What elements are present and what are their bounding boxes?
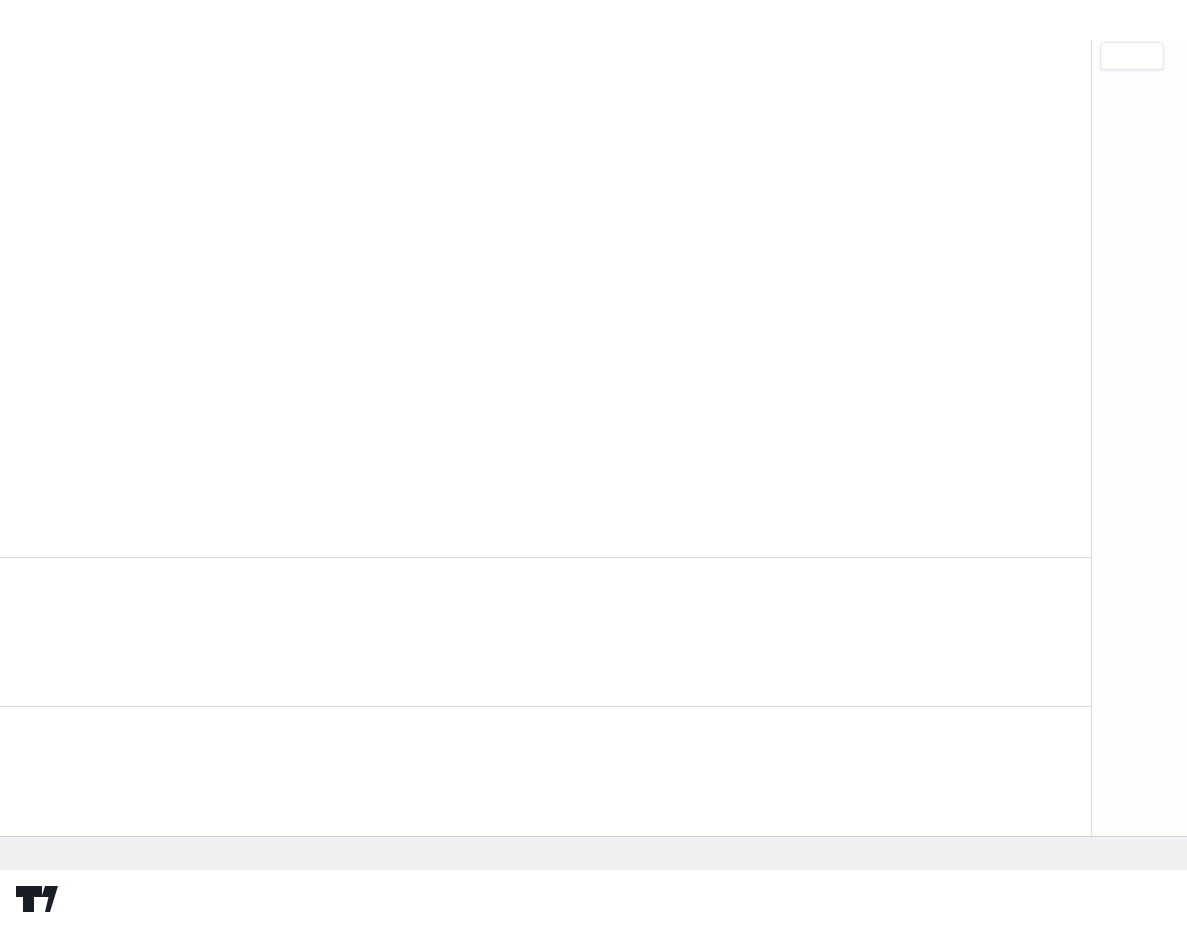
- tradingview-logo-icon: [16, 886, 58, 912]
- adx-legend: [30, 570, 38, 585]
- chart-canvas[interactable]: [12, 40, 1090, 836]
- rsi-legend: [30, 719, 38, 734]
- pane-divider[interactable]: [0, 706, 1187, 707]
- chart-area[interactable]: [0, 0, 1187, 870]
- tradingview-footer[interactable]: [14, 882, 69, 916]
- time-axis[interactable]: [0, 836, 1187, 870]
- symbol-legend: [30, 45, 70, 61]
- pane-divider[interactable]: [0, 557, 1187, 558]
- volume-legend: [30, 66, 36, 82]
- price-axis[interactable]: [1091, 40, 1187, 836]
- currency-button[interactable]: [1100, 42, 1164, 70]
